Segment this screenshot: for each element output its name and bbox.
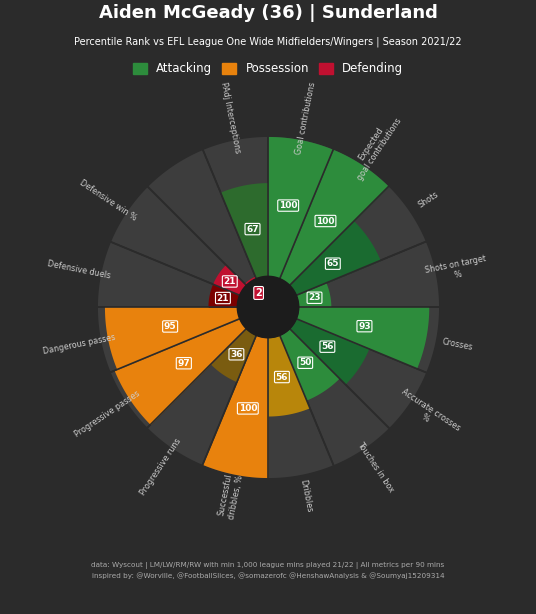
Text: Progressive passes: Progressive passes xyxy=(73,389,142,439)
Text: Dribbles: Dribbles xyxy=(298,479,313,513)
Text: data: Wyscout | LM/LW/RM/RW with min 1,000 league mins played 21/22 | All metric: data: Wyscout | LM/LW/RM/RW with min 1,0… xyxy=(91,562,445,580)
Text: Expected
goal contributions: Expected goal contributions xyxy=(347,111,404,182)
Text: 2: 2 xyxy=(255,288,262,298)
Text: Successful
dribbles, %: Successful dribbles, % xyxy=(217,472,244,520)
Text: 21: 21 xyxy=(217,293,229,303)
Text: Aiden McGeady (36) | Sunderland: Aiden McGeady (36) | Sunderland xyxy=(99,4,437,22)
Text: Shots: Shots xyxy=(416,190,440,210)
Text: Percentile Rank vs EFL League One Wide Midfielders/Wingers | Season 2021/22: Percentile Rank vs EFL League One Wide M… xyxy=(74,36,462,47)
Text: 100: 100 xyxy=(239,404,257,413)
Text: 100: 100 xyxy=(279,201,297,210)
Text: Progressive runs: Progressive runs xyxy=(139,437,183,497)
Text: 23: 23 xyxy=(308,293,321,302)
Text: Dangerous passes: Dangerous passes xyxy=(42,333,116,356)
Text: PAdj Interceptions: PAdj Interceptions xyxy=(219,82,242,154)
Text: 100: 100 xyxy=(316,217,334,225)
Text: Shots on target
%: Shots on target % xyxy=(425,254,489,285)
Text: Goal contributions: Goal contributions xyxy=(294,81,317,155)
Text: 97: 97 xyxy=(177,359,190,368)
Legend: Attacking, Possession, Defending: Attacking, Possession, Defending xyxy=(128,58,408,80)
Text: 56: 56 xyxy=(321,342,333,351)
Text: 65: 65 xyxy=(326,259,339,268)
Text: 21: 21 xyxy=(224,277,236,286)
Text: 56: 56 xyxy=(276,373,288,381)
Text: 67: 67 xyxy=(246,225,259,233)
Text: Accurate crosses
%: Accurate crosses % xyxy=(394,387,462,441)
Text: 36: 36 xyxy=(230,350,243,359)
Text: Crosses: Crosses xyxy=(441,337,473,352)
Text: 95: 95 xyxy=(164,322,176,331)
Text: Touches in box: Touches in box xyxy=(355,440,395,494)
Text: Defensive duels: Defensive duels xyxy=(47,258,111,280)
Text: 50: 50 xyxy=(299,358,311,367)
Polygon shape xyxy=(237,276,299,338)
Text: 93: 93 xyxy=(358,322,371,331)
Text: Defensive win %: Defensive win % xyxy=(78,177,138,222)
